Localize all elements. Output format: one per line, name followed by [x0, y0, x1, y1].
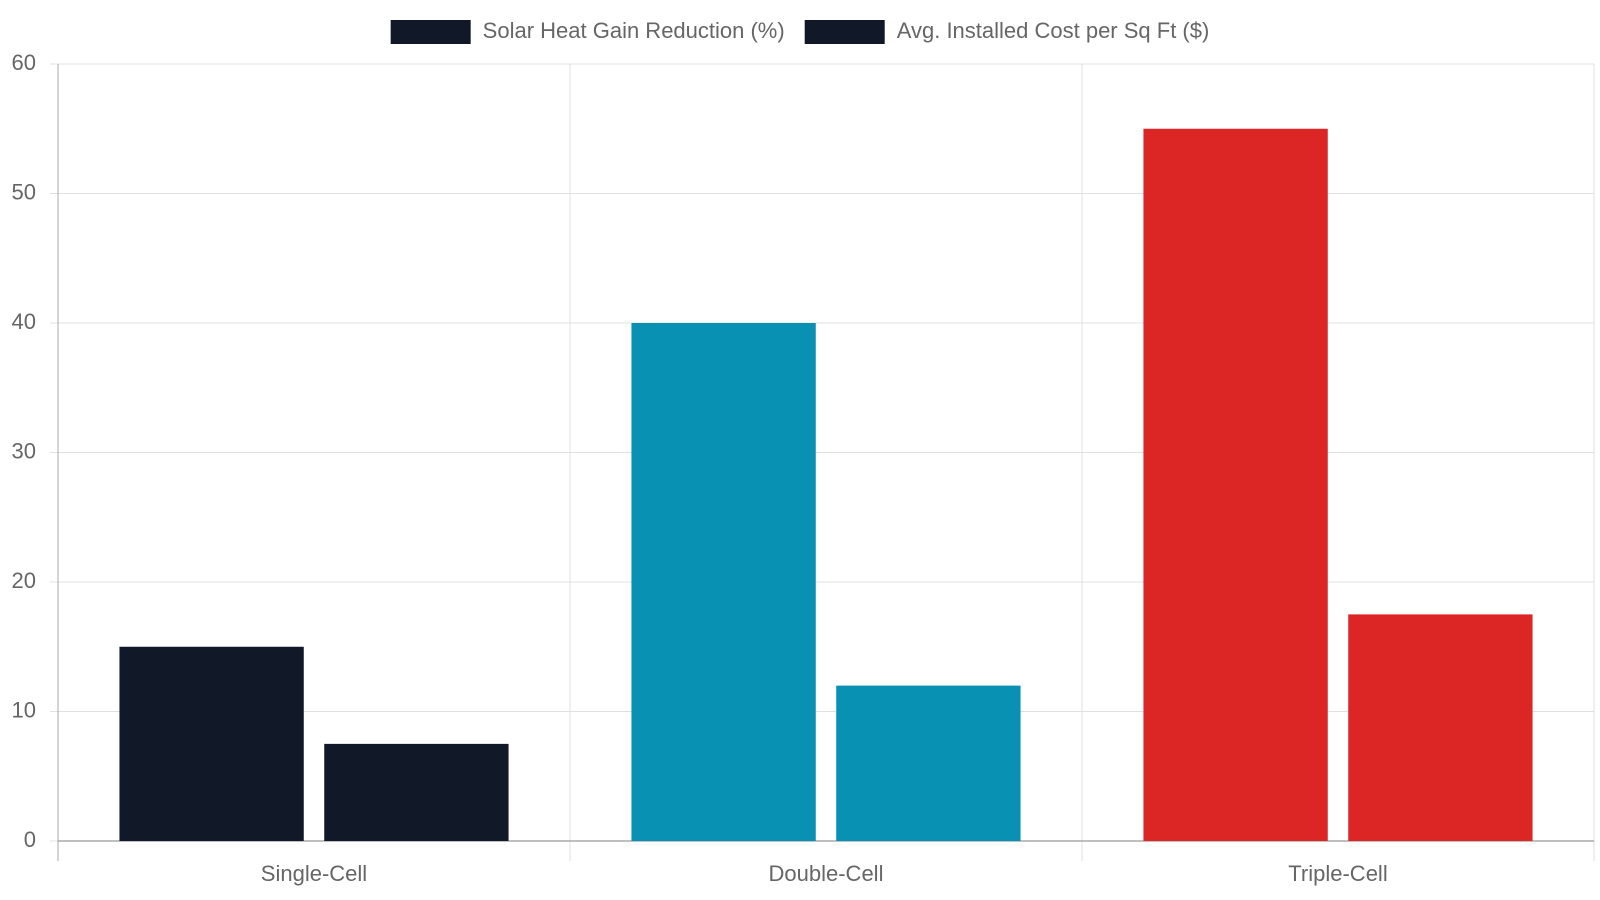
legend-swatch: [390, 20, 471, 44]
y-tick-label: 60: [12, 50, 36, 75]
x-tick-label: Double-Cell: [769, 861, 884, 886]
bar: [119, 646, 304, 841]
legend-swatch: [804, 20, 885, 44]
bar: [1348, 614, 1533, 841]
y-tick-label: 10: [12, 697, 36, 722]
y-tick-label: 40: [12, 309, 36, 334]
legend-label: Solar Heat Gain Reduction (%): [483, 18, 785, 43]
y-tick-label: 50: [12, 179, 36, 204]
y-tick-label: 0: [24, 827, 36, 852]
bar: [836, 685, 1021, 841]
y-tick-label: 20: [12, 568, 36, 593]
bar: [1143, 128, 1328, 841]
bar: [324, 743, 509, 841]
legend-label: Avg. Installed Cost per Sq Ft ($): [897, 18, 1210, 43]
y-tick-label: 30: [12, 438, 36, 463]
x-tick-label: Triple-Cell: [1288, 861, 1387, 886]
x-tick-label: Single-Cell: [261, 861, 367, 886]
bar: [631, 323, 816, 841]
